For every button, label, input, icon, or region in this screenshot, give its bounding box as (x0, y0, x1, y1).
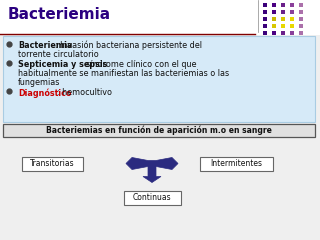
FancyBboxPatch shape (0, 0, 320, 35)
Text: Bacteriemia: Bacteriemia (8, 7, 111, 22)
FancyBboxPatch shape (199, 156, 273, 170)
Text: Intermitentes: Intermitentes (210, 159, 262, 168)
Text: habitualmente se manifiestan las bacteriemias o las: habitualmente se manifiestan las bacteri… (18, 69, 229, 78)
FancyBboxPatch shape (3, 36, 315, 122)
Text: Bacteriemias en función de aparición m.o en sangre: Bacteriemias en función de aparición m.o… (46, 126, 272, 135)
Text: Diagnóstico: Diagnóstico (18, 88, 71, 97)
Text: fungemias: fungemias (18, 78, 60, 87)
Text: Septicemia y sepsis: Septicemia y sepsis (18, 60, 108, 69)
Text: torrente circulatorio: torrente circulatorio (18, 50, 99, 59)
Text: : síndrome clínico con el que: : síndrome clínico con el que (81, 60, 196, 69)
FancyBboxPatch shape (21, 156, 83, 170)
Text: Transitorias: Transitorias (30, 159, 74, 168)
FancyBboxPatch shape (124, 191, 180, 204)
Polygon shape (126, 157, 178, 182)
FancyBboxPatch shape (3, 124, 315, 137)
Text: Continuas: Continuas (133, 193, 171, 202)
Text: : Invasión bacteriana persistente del: : Invasión bacteriana persistente del (55, 41, 202, 50)
Text: Bacteriemia: Bacteriemia (18, 41, 72, 50)
Text: : hemocultivo: : hemocultivo (57, 88, 112, 97)
